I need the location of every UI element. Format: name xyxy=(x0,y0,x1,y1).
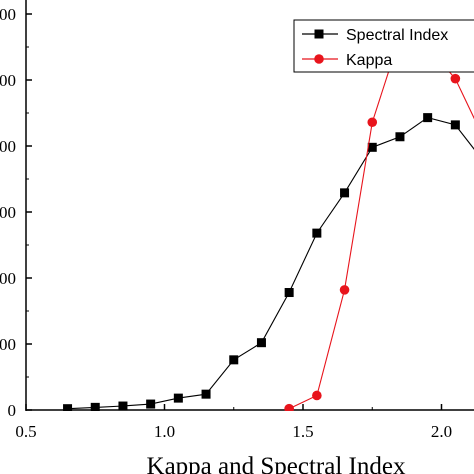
series-line-kappa xyxy=(288,35,474,410)
data-point-kappa xyxy=(312,390,322,401)
x-tick-label: 1.5 xyxy=(292,422,313,441)
series-layer xyxy=(63,31,474,411)
y-tick-label: 00 xyxy=(0,71,16,90)
data-point-spectral-index xyxy=(312,228,322,238)
data-point-spectral-index xyxy=(367,142,377,152)
data-point-kappa xyxy=(450,73,461,84)
data-point-spectral-index xyxy=(256,338,266,348)
x-tick-label: 0.5 xyxy=(15,422,36,441)
data-point-spectral-index xyxy=(284,288,294,298)
y-tick-label: 00 xyxy=(0,269,16,288)
data-point-kappa xyxy=(367,117,378,128)
data-point-spectral-index xyxy=(118,401,128,411)
data-point-spectral-index xyxy=(201,389,211,399)
legend-box xyxy=(293,19,474,73)
data-point-spectral-index xyxy=(395,132,405,142)
y-tick-label: 0 xyxy=(8,401,17,420)
series-line-spectral-index xyxy=(67,117,474,410)
data-point-spectral-index xyxy=(229,355,239,365)
data-point-spectral-index xyxy=(90,402,100,411)
legend: Spectral Index Kappa xyxy=(293,19,474,73)
y-tick-label: 00 xyxy=(0,203,16,222)
legend-marker-kappa xyxy=(314,54,324,64)
legend-label-spectral-index: Spectral Index xyxy=(346,27,448,44)
data-point-spectral-index xyxy=(423,113,433,123)
y-tick-label: 00 xyxy=(0,5,16,24)
x-axis-label: Kappa and Spectral Index xyxy=(147,453,406,474)
data-point-spectral-index xyxy=(63,404,73,411)
data-point-spectral-index xyxy=(173,393,183,403)
x-axis-ticks: 0.51.01.52.02.53.03.5 xyxy=(15,404,452,441)
y-tick-label: 00 xyxy=(0,137,16,156)
data-point-spectral-index xyxy=(146,399,156,409)
legend-marker-spectral-index xyxy=(314,29,324,39)
legend-label-kappa: Kappa xyxy=(346,52,392,69)
data-point-spectral-index xyxy=(450,120,460,130)
y-tick-label: 00 xyxy=(0,335,16,354)
x-tick-label: 1.0 xyxy=(154,422,175,441)
data-point-kappa xyxy=(339,285,350,295)
data-point-kappa xyxy=(284,403,294,411)
data-point-spectral-index xyxy=(340,188,350,198)
x-tick-label: 2.0 xyxy=(431,422,452,441)
